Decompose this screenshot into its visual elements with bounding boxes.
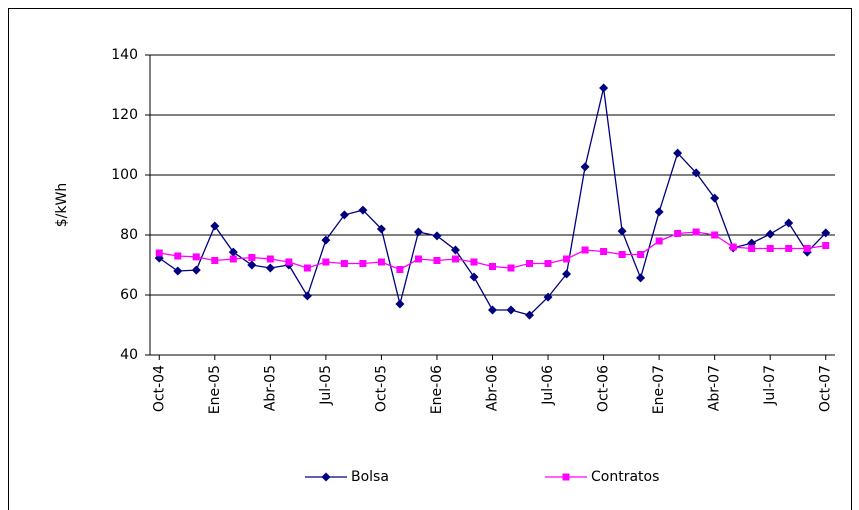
- data-point: [599, 83, 609, 93]
- data-point: [507, 264, 515, 272]
- x-tick-label: Abr-06: [485, 365, 501, 411]
- data-point: [618, 251, 626, 258]
- data-point: [470, 258, 478, 266]
- y-tick-label: 40: [120, 347, 138, 363]
- data-point: [674, 230, 682, 237]
- data-point: [340, 260, 348, 267]
- data-point: [265, 263, 275, 273]
- data-point: [636, 273, 646, 283]
- data-point: [765, 229, 775, 239]
- data-point: [506, 305, 516, 315]
- x-tick-label: Jul-07: [762, 365, 778, 406]
- data-point: [211, 257, 219, 264]
- data-point: [600, 248, 608, 255]
- data-point: [729, 243, 737, 251]
- data-point: [376, 224, 386, 234]
- data-point: [358, 205, 368, 215]
- data-point: [692, 228, 700, 236]
- data-point: [710, 193, 720, 203]
- y-tick-label: 60: [120, 287, 138, 303]
- data-point: [395, 299, 405, 309]
- y-tick-label: 140: [111, 47, 138, 63]
- data-point: [210, 221, 220, 231]
- legend-marker: [562, 473, 570, 481]
- data-point: [303, 264, 311, 272]
- legend-label: Bolsa: [351, 469, 389, 485]
- data-point: [155, 249, 163, 257]
- legend-marker: [321, 472, 331, 482]
- data-point: [526, 260, 534, 267]
- data-point: [322, 258, 330, 266]
- x-tick-label: Ene-07: [651, 365, 667, 414]
- x-tick-label: Jul-06: [540, 365, 556, 406]
- x-tick-label: Oct-04: [151, 365, 167, 412]
- data-point: [302, 291, 312, 301]
- y-tick-label: 80: [120, 227, 138, 243]
- data-point: [359, 260, 367, 267]
- data-point: [637, 251, 645, 258]
- data-point: [617, 226, 627, 236]
- y-tick-label: 100: [111, 167, 138, 183]
- data-point: [285, 258, 293, 266]
- data-point: [413, 227, 423, 237]
- data-point: [321, 235, 331, 245]
- data-point: [173, 266, 183, 276]
- x-tick-label: Abr-07: [707, 365, 723, 411]
- data-point: [544, 260, 552, 267]
- data-point: [248, 254, 256, 261]
- chart-border: [8, 8, 852, 510]
- data-point: [339, 210, 349, 220]
- x-tick-label: Jul-05: [318, 365, 334, 406]
- data-point: [488, 305, 497, 315]
- data-point: [192, 253, 200, 261]
- legend-label: Contratos: [591, 469, 659, 485]
- x-tick-label: Oct-05: [373, 365, 389, 412]
- data-point: [228, 247, 238, 257]
- x-tick-label: Ene-05: [207, 365, 223, 414]
- data-point: [785, 245, 793, 252]
- data-point: [803, 245, 811, 252]
- y-tick-label: 120: [111, 107, 138, 123]
- data-point: [766, 245, 774, 252]
- data-point: [229, 255, 237, 263]
- y-axis-title: $/kWh: [54, 183, 70, 227]
- x-tick-label: Oct-07: [818, 365, 834, 412]
- data-point: [822, 242, 830, 249]
- data-point: [266, 255, 274, 263]
- x-tick-label: Ene-06: [429, 365, 445, 414]
- data-point: [414, 255, 422, 263]
- data-point: [433, 257, 441, 264]
- data-point: [469, 272, 479, 282]
- data-point: [580, 162, 590, 172]
- data-point: [489, 263, 496, 270]
- data-point: [581, 246, 589, 254]
- data-point: [451, 255, 459, 263]
- data-point: [563, 255, 571, 263]
- data-point: [191, 265, 201, 275]
- data-point: [525, 310, 535, 320]
- data-point: [377, 258, 385, 266]
- data-point: [691, 168, 701, 178]
- x-tick-label: Abr-05: [262, 365, 278, 411]
- data-point: [673, 148, 683, 158]
- data-point: [821, 228, 831, 238]
- data-point: [654, 207, 664, 217]
- data-point: [432, 231, 442, 241]
- data-point: [784, 218, 794, 228]
- x-tick-label: Oct-06: [596, 365, 612, 412]
- data-point: [247, 260, 257, 270]
- data-point: [396, 266, 404, 273]
- data-point: [711, 231, 719, 239]
- data-point: [562, 269, 572, 279]
- data-point: [450, 245, 460, 255]
- data-point: [655, 237, 663, 245]
- data-point: [543, 292, 553, 302]
- data-point: [174, 252, 182, 260]
- data-point: [748, 245, 756, 252]
